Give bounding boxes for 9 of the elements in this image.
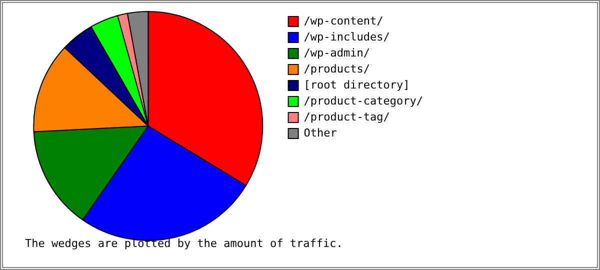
legend-label: /product-tag/ <box>304 110 390 124</box>
legend-label: /wp-admin/ <box>304 46 370 60</box>
legend-label: /wp-includes/ <box>304 30 390 44</box>
legend-label: /wp-content/ <box>304 14 384 28</box>
legend-label: Other <box>304 126 338 140</box>
legend-label: [root directory] <box>304 78 410 92</box>
legend-label: /products/ <box>304 62 370 76</box>
text: The wedges are plotted by the amount of traffic. <box>25 237 343 250</box>
legend-label: /product-category/ <box>304 94 424 108</box>
